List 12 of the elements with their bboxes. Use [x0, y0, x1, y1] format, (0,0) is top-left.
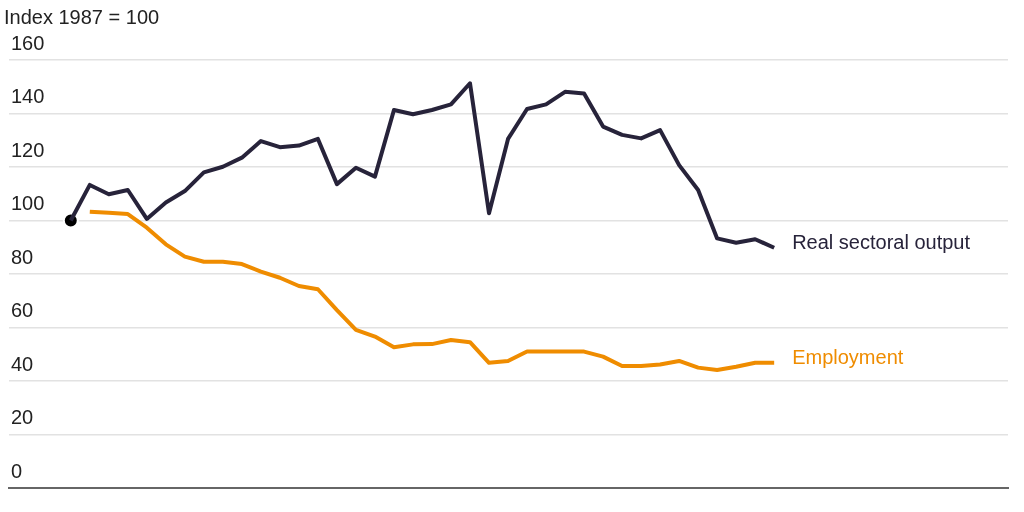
y-tick-label: 140 [11, 85, 45, 108]
y-tick-label: 100 [11, 192, 45, 215]
series-label: Employment [792, 346, 904, 369]
y-tick-label: 40 [11, 352, 34, 375]
chart-title: Index 1987 = 100 [4, 6, 160, 29]
y-tick-label: 0 [11, 459, 23, 482]
y-tick-label: 60 [11, 299, 34, 322]
y-tick-label: 160 [11, 31, 45, 54]
series-label: Real sectoral output [792, 231, 971, 254]
y-tick-label: 80 [11, 245, 34, 268]
y-tick-label: 20 [11, 406, 34, 429]
y-tick-label: 120 [11, 138, 45, 161]
